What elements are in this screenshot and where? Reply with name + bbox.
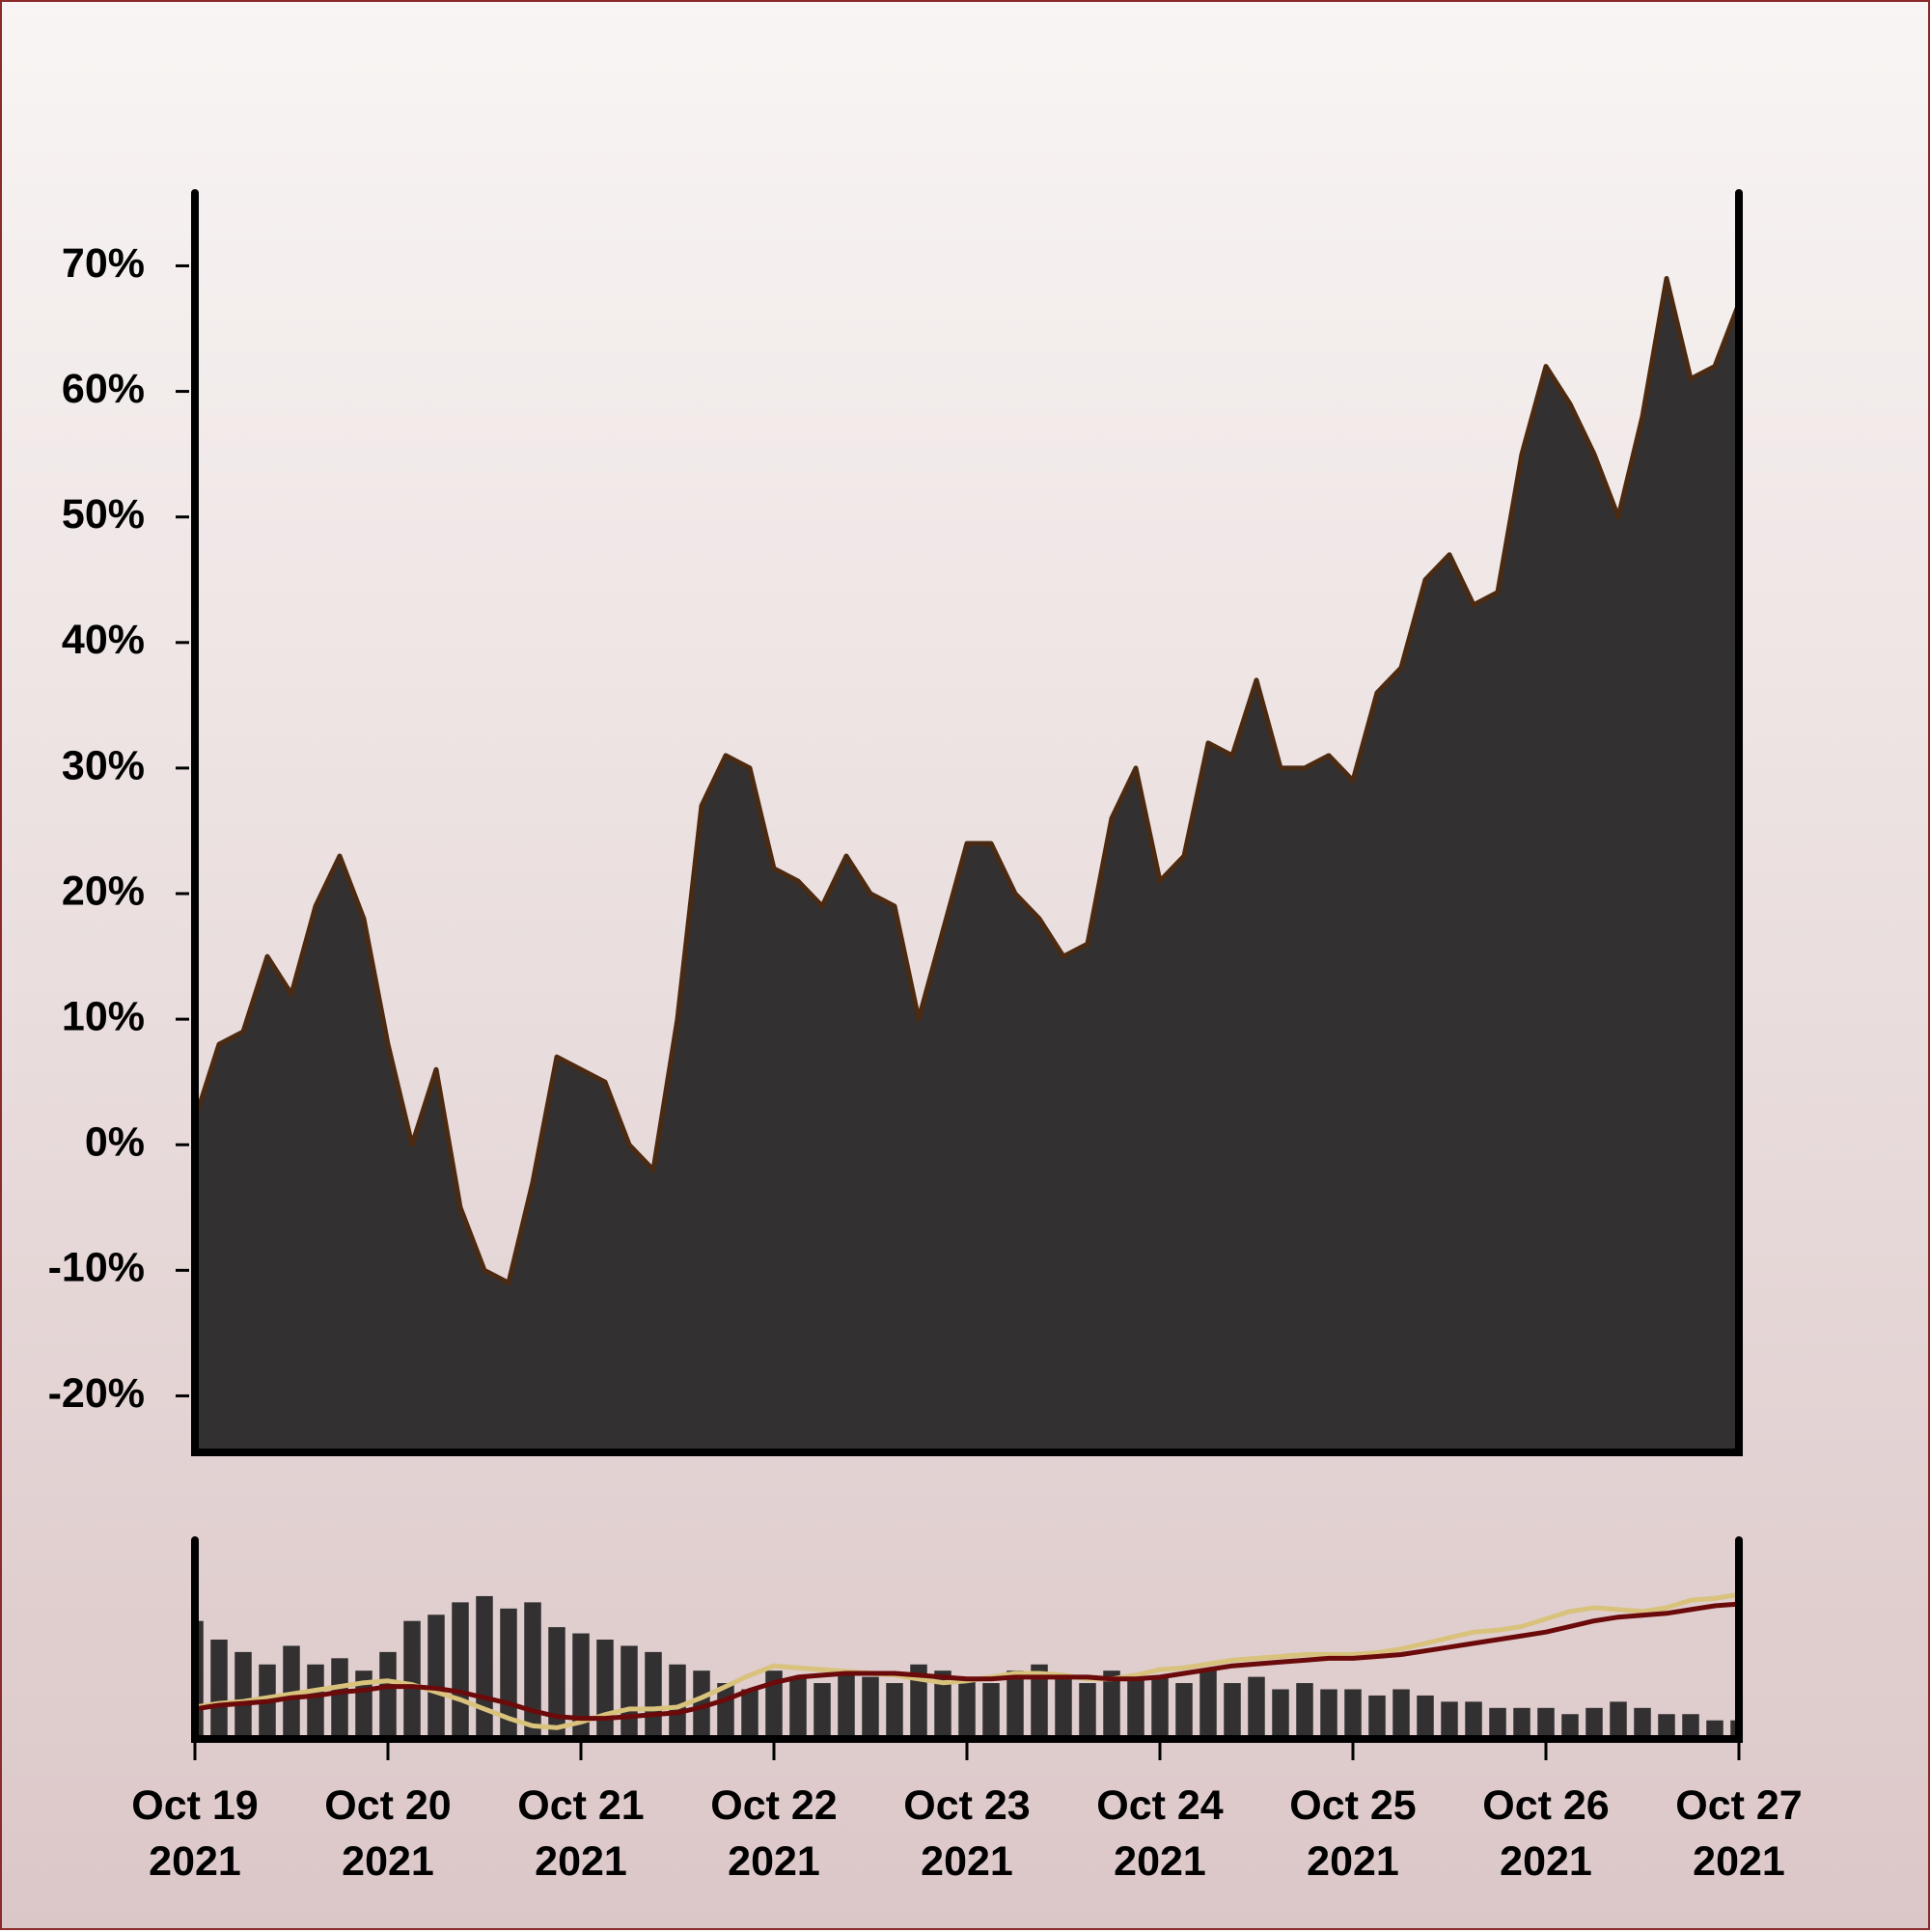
volume-bar	[210, 1640, 228, 1739]
x-tick-label: Oct 26 2021	[1482, 1782, 1610, 1885]
volume-bar	[1730, 1720, 1739, 1739]
volume-bar	[1513, 1707, 1530, 1739]
volume-bar	[1031, 1664, 1048, 1739]
volume-bar	[1634, 1707, 1651, 1739]
volume-bar	[741, 1689, 758, 1739]
y-tick-label: 0%	[85, 1119, 145, 1166]
y-tick-label: 70%	[62, 240, 145, 287]
y-tick-label: 30%	[62, 742, 145, 788]
y-tick-label: 60%	[62, 366, 145, 412]
volume-bar	[1248, 1676, 1265, 1739]
volume-bar	[427, 1615, 445, 1739]
volume-bar	[789, 1676, 807, 1739]
volume-bar	[1103, 1670, 1120, 1739]
volume-bar	[1224, 1683, 1241, 1739]
volume-bar	[331, 1658, 348, 1739]
x-tick-label: Oct 27 2021	[1675, 1782, 1803, 1885]
volume-bar	[1006, 1670, 1024, 1739]
volume-bar	[982, 1683, 1000, 1739]
volume-bar	[1272, 1689, 1289, 1739]
volume-bar	[1610, 1701, 1627, 1739]
volume-bar	[1561, 1714, 1579, 1739]
y-tick-label: -20%	[48, 1370, 145, 1417]
y-tick-label: 10%	[62, 993, 145, 1039]
volume-bar	[620, 1645, 638, 1739]
volume-bar	[1537, 1707, 1555, 1739]
volume-bar	[1392, 1689, 1410, 1739]
x-tick-label: Oct 24 2021	[1096, 1782, 1224, 1885]
volume-bar	[1489, 1707, 1506, 1739]
volume-bar	[1585, 1707, 1603, 1739]
volume-bar	[838, 1670, 855, 1739]
volume-bar	[1441, 1701, 1458, 1739]
volume-bar	[862, 1676, 879, 1739]
x-tick-label: Oct 22 2021	[710, 1782, 838, 1885]
volume-bar	[1368, 1695, 1386, 1739]
volume-bar	[403, 1620, 421, 1739]
line	[192, 276, 1742, 1285]
volume-bar	[1682, 1714, 1699, 1739]
y-tick-label: 50%	[62, 491, 145, 538]
x-tick-label: Oct 21 2021	[517, 1782, 645, 1885]
volume-bar	[596, 1640, 614, 1739]
volume-bar	[452, 1602, 469, 1739]
x-tick-label: Oct 23 2021	[903, 1782, 1031, 1885]
volume-bar	[524, 1602, 541, 1739]
volume-bar	[572, 1633, 590, 1739]
volume-bar	[1296, 1683, 1313, 1739]
volume-bar	[1151, 1676, 1169, 1739]
moving-average	[194, 1601, 1740, 1722]
volume-bar	[645, 1651, 662, 1739]
volume-bar	[195, 1620, 204, 1739]
volume-bar	[234, 1651, 252, 1739]
volume-bar	[1658, 1714, 1675, 1739]
volume-bar	[1706, 1720, 1723, 1739]
axis-frame	[191, 1536, 1743, 1743]
volume-bar	[1465, 1701, 1482, 1739]
volume-bar	[934, 1670, 951, 1739]
y-tick-label: -10%	[48, 1245, 145, 1291]
volume-bar	[1127, 1676, 1144, 1739]
volume-bar	[1199, 1670, 1217, 1739]
volume-bar	[476, 1595, 493, 1739]
y-tick-label: 20%	[62, 868, 145, 914]
volume-bar	[958, 1676, 976, 1739]
volume-bar	[765, 1670, 783, 1739]
volume-bar	[813, 1683, 831, 1739]
volume-bar	[669, 1664, 686, 1739]
x-tick-label: Oct 19 2021	[131, 1782, 259, 1885]
volume-bar	[1320, 1689, 1337, 1739]
area	[195, 278, 1739, 1452]
volume-bar	[1079, 1683, 1096, 1739]
volume-bar	[1417, 1695, 1434, 1739]
volume-bar	[1055, 1676, 1072, 1739]
volume-bar	[1175, 1683, 1193, 1739]
volume-bar	[886, 1683, 903, 1739]
volume-bar	[379, 1651, 397, 1739]
x-tick-label: Oct 25 2021	[1289, 1782, 1417, 1885]
axis-frame	[191, 189, 1743, 1456]
volume-bar	[307, 1664, 324, 1739]
volume-bar	[548, 1627, 565, 1739]
volume-bar	[910, 1664, 927, 1739]
y-tick-label: 40%	[62, 617, 145, 663]
volume-bar	[1344, 1689, 1362, 1739]
x-tick-label: Oct 20 2021	[324, 1782, 452, 1885]
